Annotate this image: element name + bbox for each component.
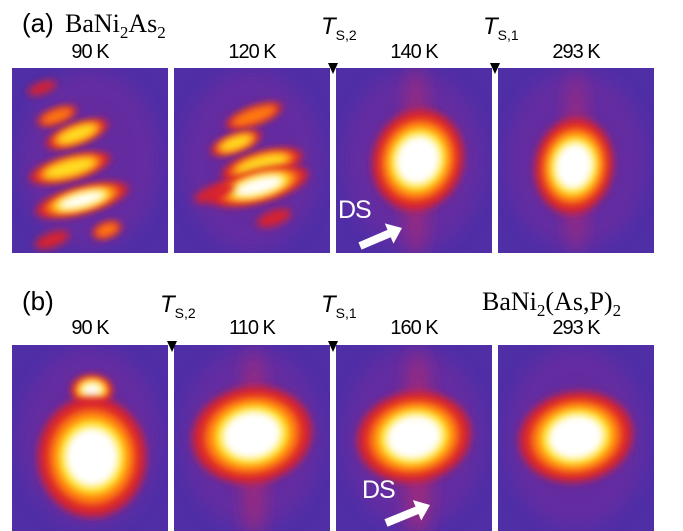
formula-text: BaNi (482, 287, 537, 316)
temperature-label: 90 K (71, 41, 110, 63)
peak (256, 208, 292, 228)
panel-label: (b) (22, 286, 54, 316)
transition-symbol: T (321, 13, 338, 40)
formula-text: BaNi (65, 9, 120, 38)
transition-label: TS,1 (321, 291, 357, 321)
peak (236, 154, 288, 176)
transition-subscript: S,1 (498, 27, 519, 43)
peak (81, 382, 103, 398)
peak (231, 105, 277, 127)
ds-arrow (384, 500, 430, 527)
transition-subscript: S,2 (175, 305, 196, 321)
transition-subscript: S,2 (336, 27, 357, 43)
temperature-label: 90 K (71, 317, 110, 339)
peak (194, 182, 234, 204)
temperature-label: 110 K (229, 317, 276, 339)
transition-label: TS,1 (483, 13, 519, 43)
intensity-map (336, 68, 492, 253)
ds-arrow-shape (358, 223, 402, 250)
panel-label: (a) (22, 8, 54, 38)
temperature-label: 160 K (390, 317, 439, 339)
intensity-map (12, 345, 168, 531)
peak (65, 427, 119, 487)
formula-text: (As,P) (545, 287, 612, 316)
ds-arrow-shape (384, 500, 430, 527)
material-formula: BaNi2As2 (65, 9, 166, 42)
ds-annotation: DS (338, 196, 371, 224)
transition-subscript: S,1 (336, 305, 357, 321)
intensity-map (336, 345, 492, 531)
intensity-map (12, 68, 168, 253)
transition-marker (328, 341, 338, 352)
transition-marker (167, 341, 177, 352)
temperature-label: 120 K (228, 41, 277, 63)
material-formula: BaNi2(As,P)2 (482, 287, 621, 320)
transition-label: TS,2 (321, 13, 357, 43)
formula-subscript: 2 (537, 301, 546, 320)
formula-text: As (128, 9, 157, 38)
peak (34, 230, 70, 250)
intensity-map (174, 345, 330, 531)
peak (554, 142, 594, 190)
transition-symbol: T (483, 13, 500, 40)
temperature-label: 293 K (552, 41, 601, 63)
peak (27, 80, 57, 96)
peak (95, 223, 119, 237)
transition-label: TS,2 (160, 291, 196, 321)
ds-arrow (358, 223, 402, 250)
intensity-map (498, 68, 654, 253)
peak (57, 124, 97, 144)
ds-annotation: DS (362, 476, 395, 504)
peak (41, 107, 73, 125)
peak (547, 414, 605, 460)
peak (44, 157, 96, 179)
peak (395, 134, 441, 186)
formula-subscript: 2 (613, 301, 622, 320)
intensity-map (498, 345, 654, 531)
formula-subscript: 2 (120, 23, 129, 42)
transition-symbol: T (321, 291, 338, 318)
peak (219, 135, 253, 151)
transition-marker (490, 63, 500, 74)
peak (58, 190, 106, 210)
peak (234, 175, 284, 197)
transition-symbol: T (160, 291, 177, 318)
temperature-label: 140 K (390, 41, 439, 63)
temperature-label: 293 K (552, 317, 601, 339)
peak (222, 410, 282, 460)
transition-marker (328, 63, 338, 74)
formula-subscript: 2 (157, 23, 166, 42)
peak (385, 414, 443, 460)
intensity-map (174, 68, 330, 253)
